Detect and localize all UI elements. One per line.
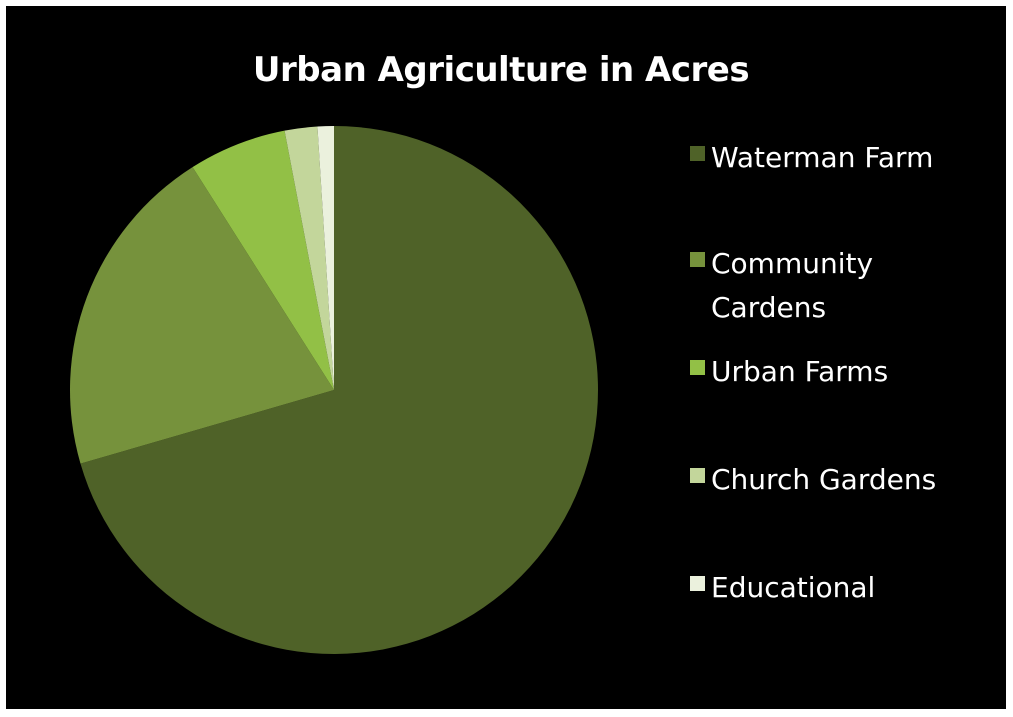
legend-label: Educational bbox=[711, 571, 876, 604]
legend-swatch bbox=[690, 576, 705, 591]
chart-title: Urban Agriculture in Acres bbox=[252, 50, 750, 90]
pie-slice-educational bbox=[317, 126, 334, 390]
chart-frame: Urban Agriculture in Acres Waterman Farm… bbox=[6, 6, 1006, 709]
legend-item: Waterman Farm bbox=[690, 136, 971, 180]
legend-label: Community Cardens bbox=[711, 247, 874, 324]
legend-label: Church Gardens bbox=[711, 463, 937, 496]
legend-swatch bbox=[690, 468, 705, 483]
legend-swatch bbox=[690, 252, 705, 267]
legend-swatch bbox=[690, 360, 705, 375]
legend-item: Community Cardens bbox=[690, 242, 971, 330]
pie-slice-urban-farms bbox=[192, 130, 334, 391]
pie-slice-church-gardens bbox=[284, 126, 334, 391]
legend-label: Urban Farms bbox=[711, 355, 889, 388]
legend-label: Waterman Farm bbox=[711, 141, 934, 174]
pie-chart bbox=[70, 126, 598, 654]
pie-slice-community-cardens bbox=[70, 167, 335, 464]
legend-swatch bbox=[690, 146, 705, 161]
pie-slice-waterman-farm bbox=[80, 126, 598, 654]
legend-item: Church Gardens bbox=[690, 458, 971, 502]
legend-item: Educational bbox=[690, 566, 971, 610]
legend-item: Urban Farms bbox=[690, 350, 971, 394]
